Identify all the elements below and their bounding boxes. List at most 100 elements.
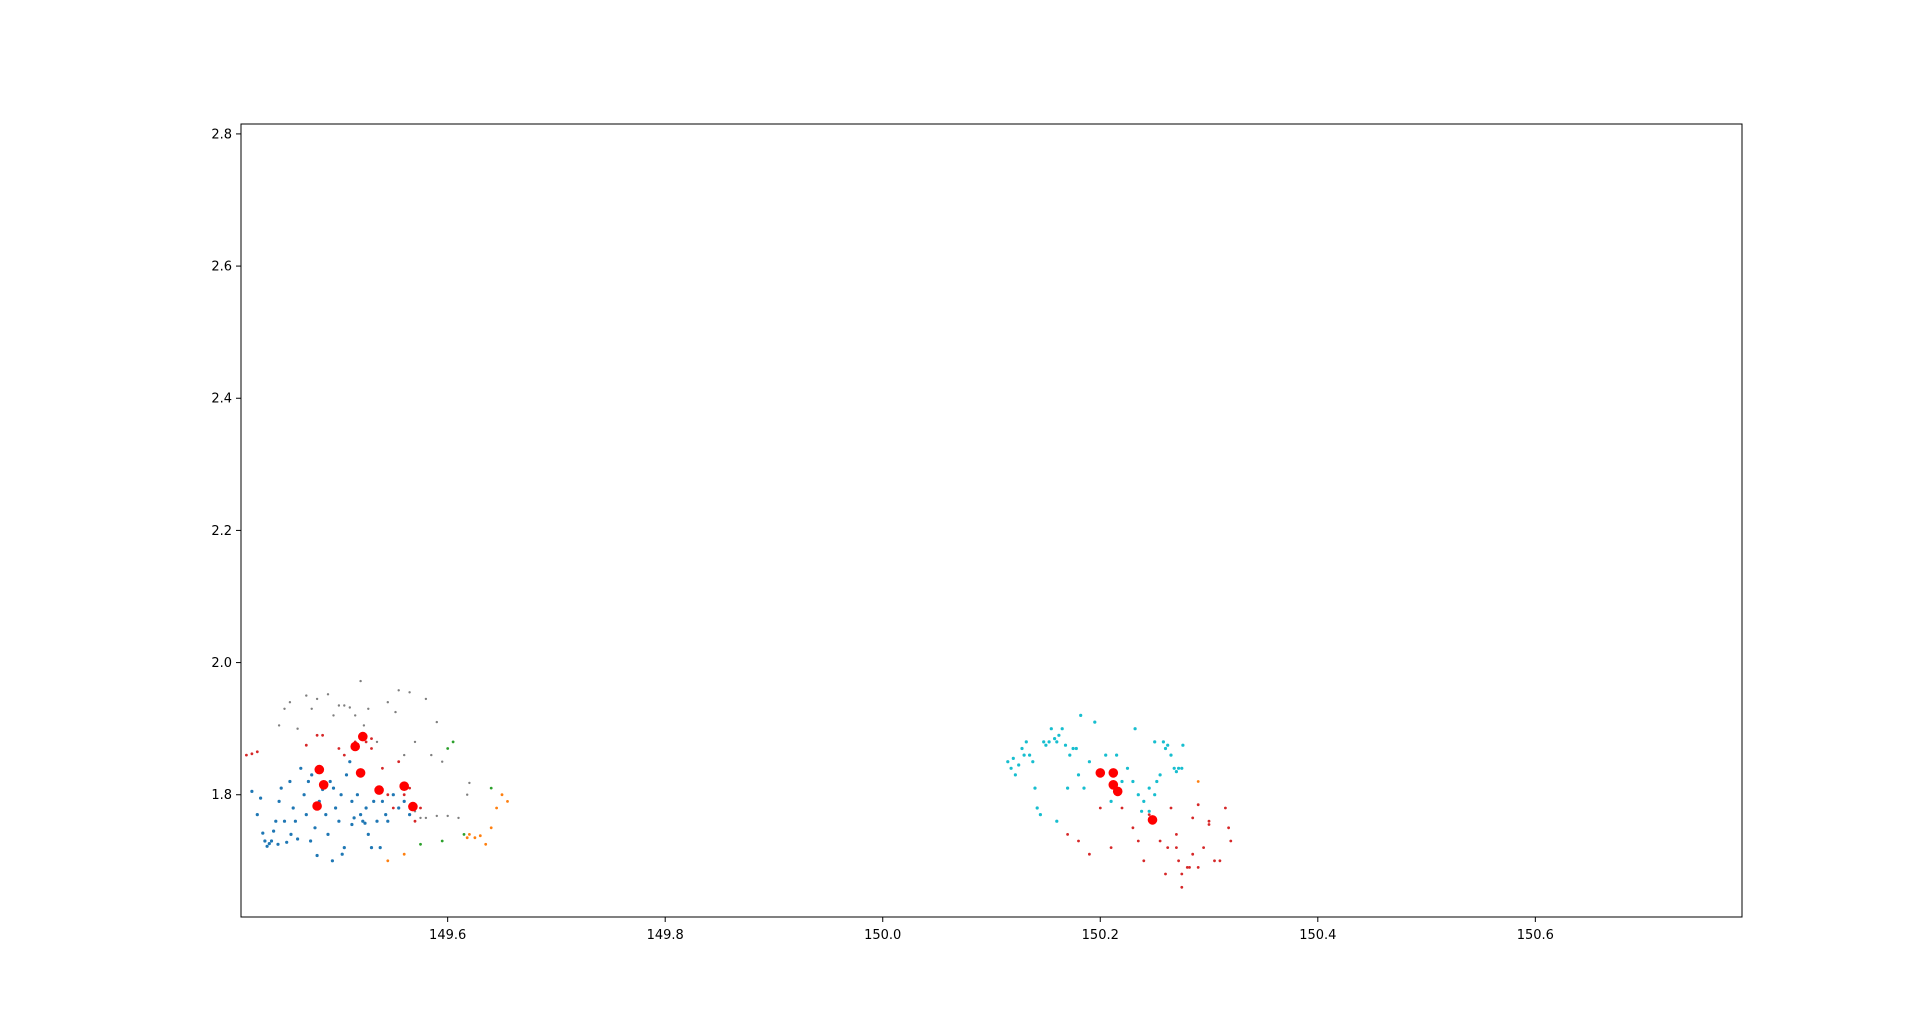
data-point bbox=[359, 813, 363, 817]
data-point bbox=[337, 747, 341, 750]
data-point bbox=[1166, 743, 1170, 747]
data-point bbox=[1035, 806, 1039, 810]
data-point bbox=[1017, 763, 1021, 767]
data-point bbox=[261, 831, 265, 835]
data-point bbox=[342, 846, 346, 850]
data-point bbox=[424, 816, 428, 820]
data-point bbox=[402, 852, 406, 856]
data-point bbox=[386, 859, 390, 863]
data-point bbox=[364, 740, 368, 744]
data-point bbox=[1180, 872, 1184, 876]
data-point bbox=[1153, 740, 1157, 744]
data-point bbox=[1169, 806, 1173, 810]
data-point bbox=[361, 819, 365, 823]
data-point bbox=[331, 786, 336, 790]
data-point bbox=[419, 806, 422, 810]
data-point bbox=[495, 806, 498, 810]
data-point bbox=[1227, 826, 1230, 830]
data-point bbox=[403, 753, 406, 757]
data-point bbox=[1158, 839, 1162, 843]
x-tick-label: 150.6 bbox=[1517, 928, 1554, 943]
data-point bbox=[1207, 823, 1211, 826]
data-point bbox=[293, 819, 297, 823]
data-point bbox=[446, 814, 449, 818]
data-point bbox=[1024, 740, 1028, 744]
data-point bbox=[1218, 859, 1222, 863]
data-point bbox=[1022, 753, 1026, 757]
y-tick-label: 2.4 bbox=[211, 392, 232, 407]
data-point bbox=[1020, 746, 1024, 751]
data-point bbox=[397, 760, 401, 764]
data-point bbox=[1109, 799, 1113, 804]
data-point bbox=[1131, 779, 1135, 784]
data-point bbox=[466, 793, 469, 796]
data-point bbox=[1055, 819, 1059, 823]
data-point bbox=[394, 710, 397, 714]
x-tick-label: 150.0 bbox=[864, 928, 901, 943]
data-point bbox=[1169, 753, 1173, 757]
data-point bbox=[408, 801, 418, 812]
data-point bbox=[283, 707, 286, 710]
data-point bbox=[1044, 743, 1048, 747]
data-point bbox=[440, 839, 444, 843]
data-point bbox=[1147, 813, 1151, 816]
data-point bbox=[279, 786, 283, 790]
data-point bbox=[402, 793, 406, 797]
data-point bbox=[306, 779, 310, 784]
data-point bbox=[1142, 859, 1146, 863]
data-point bbox=[386, 819, 390, 823]
data-point bbox=[386, 701, 389, 704]
data-point bbox=[326, 693, 330, 696]
data-point bbox=[1112, 786, 1123, 797]
data-point bbox=[1095, 768, 1106, 778]
data-point bbox=[374, 785, 384, 795]
data-point bbox=[1098, 806, 1102, 810]
data-point bbox=[1196, 803, 1200, 807]
data-point bbox=[315, 853, 319, 858]
data-point bbox=[378, 846, 382, 850]
data-point bbox=[267, 842, 271, 846]
data-point bbox=[1009, 766, 1013, 770]
data-point bbox=[369, 846, 374, 850]
data-point bbox=[1177, 766, 1181, 770]
x-tick-label: 149.8 bbox=[647, 928, 684, 943]
data-point bbox=[399, 781, 410, 791]
data-point bbox=[380, 799, 384, 804]
data-point bbox=[1071, 746, 1075, 751]
data-point bbox=[419, 842, 422, 846]
data-point bbox=[1147, 786, 1151, 790]
data-point bbox=[263, 839, 267, 843]
data-point bbox=[408, 813, 412, 817]
data-point bbox=[1158, 773, 1162, 777]
data-point bbox=[419, 816, 422, 820]
data-point bbox=[1049, 727, 1053, 731]
data-point bbox=[1077, 839, 1080, 843]
data-point bbox=[288, 779, 292, 784]
data-point bbox=[370, 747, 373, 750]
data-point bbox=[1074, 746, 1078, 751]
data-point bbox=[457, 816, 460, 820]
data-point bbox=[435, 720, 438, 724]
y-tick-label: 1.8 bbox=[211, 788, 232, 803]
data-point bbox=[1175, 846, 1178, 849]
data-point bbox=[315, 733, 319, 737]
data-point bbox=[1196, 780, 1200, 783]
data-point bbox=[339, 793, 343, 797]
data-point bbox=[1079, 713, 1083, 718]
y-tick-label: 2.6 bbox=[211, 260, 232, 275]
data-point bbox=[506, 800, 509, 803]
data-point bbox=[372, 799, 376, 804]
data-point bbox=[413, 740, 417, 744]
data-point bbox=[386, 793, 390, 797]
data-point bbox=[342, 753, 346, 757]
data-point bbox=[1153, 793, 1157, 797]
data-point bbox=[500, 793, 504, 797]
plot-frame bbox=[240, 123, 1743, 918]
data-point bbox=[468, 781, 471, 785]
data-point bbox=[245, 753, 248, 757]
data-point bbox=[468, 833, 471, 836]
data-point bbox=[1068, 753, 1072, 757]
data-point bbox=[355, 793, 359, 797]
